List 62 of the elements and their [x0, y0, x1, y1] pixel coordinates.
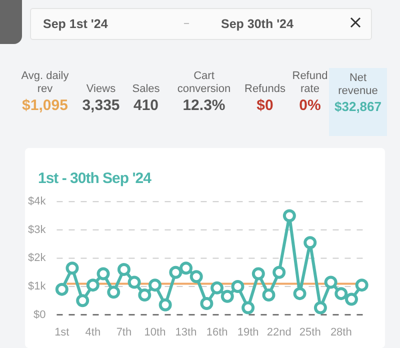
point [242, 301, 255, 314]
text: Views [85, 82, 117, 96]
x-tick-label: 16th [206, 326, 228, 338]
y-tick-label: $2k [28, 252, 46, 264]
text: Avg. daily rev [20, 69, 70, 96]
x-tick-label: 28th [330, 326, 352, 338]
x-tick-label: 7th [116, 326, 132, 338]
text: 3,335 [81, 97, 121, 114]
x-tick-label: 4th [85, 326, 101, 338]
point [158, 298, 172, 312]
point [107, 286, 120, 299]
x-tick-label: 13th [175, 326, 197, 338]
y-tick-label: $1k [28, 280, 46, 293]
point [128, 276, 141, 289]
text: $32,867 [334, 99, 382, 114]
point [344, 292, 358, 306]
point [210, 281, 224, 294]
point [231, 280, 244, 293]
point [180, 262, 193, 275]
point [117, 263, 130, 276]
point [55, 282, 68, 296]
point [252, 267, 265, 280]
x-tick-label: 25th [299, 326, 321, 338]
point [334, 287, 348, 300]
text: 0% [298, 97, 322, 114]
y-tick-label: $0 [33, 308, 46, 321]
chart-title: 1st - 30th Sep '24 [38, 170, 151, 187]
text: Sep 1st '24 [43, 17, 108, 31]
point [314, 301, 327, 314]
text: Net revenue [337, 71, 379, 98]
point [66, 262, 79, 275]
text: Refund rate [291, 69, 329, 96]
point [282, 209, 296, 222]
text: Sales [131, 82, 161, 96]
point [138, 288, 152, 302]
point [262, 288, 276, 302]
point [200, 296, 214, 310]
x-tick-label: 22nd [266, 326, 292, 338]
text: 12.3% [182, 97, 226, 114]
x-tick-label: 10th [144, 326, 166, 338]
text: Sep 30th '24 [221, 17, 294, 31]
point [148, 278, 162, 292]
point [220, 290, 234, 303]
point [86, 278, 100, 292]
y-tick-label: $3k [28, 224, 46, 236]
x-tick-label: 1st [54, 326, 70, 338]
y-tick-label: $4k [28, 196, 46, 208]
text: $1,095 [21, 97, 69, 114]
point [190, 270, 203, 284]
point [76, 294, 90, 308]
text: 410 [132, 97, 160, 114]
point [169, 266, 182, 279]
point [355, 278, 368, 292]
x-tick-label: 19th [237, 326, 259, 338]
text: Refunds [244, 82, 286, 96]
point [96, 267, 110, 280]
point [304, 236, 317, 250]
point [272, 266, 286, 279]
point [293, 287, 306, 300]
text: Cart conversion [176, 69, 232, 96]
point [324, 276, 338, 289]
text: $0 [256, 97, 274, 114]
